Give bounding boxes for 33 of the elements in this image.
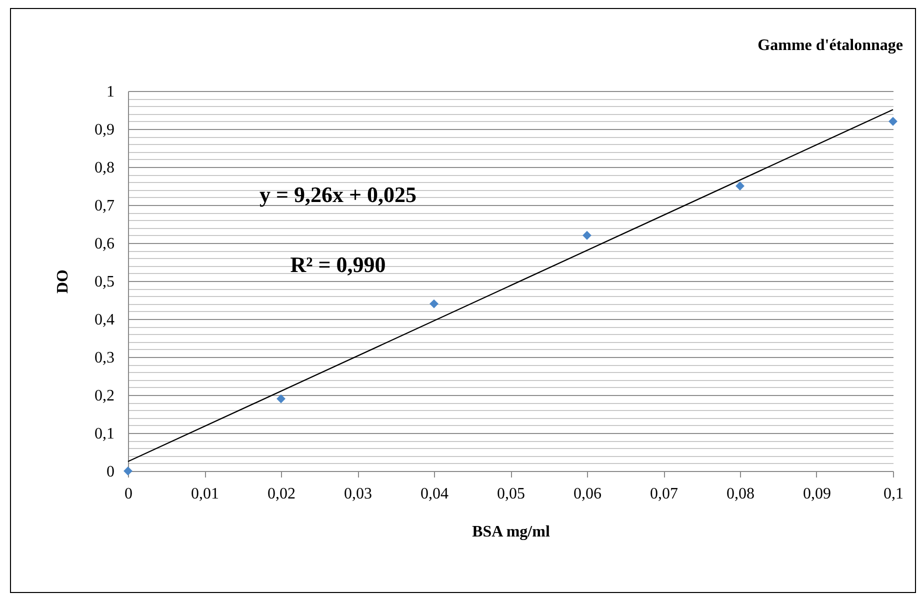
x-tick-label: 0,07 xyxy=(650,486,678,502)
y-tick-label: 0,4 xyxy=(94,312,114,328)
y-tick-label: 1 xyxy=(106,84,114,100)
x-axis-title: BSA mg/ml xyxy=(472,524,550,540)
x-tick-label: 0,02 xyxy=(268,486,296,502)
point xyxy=(124,466,132,476)
x-tick-label: 0,06 xyxy=(574,486,602,502)
y-tick-label: 0,9 xyxy=(94,122,114,138)
point xyxy=(888,116,898,126)
x-tick-label: 0 xyxy=(124,486,132,502)
y-tick-label: 0,7 xyxy=(94,198,114,214)
x-tick-label: 0,1 xyxy=(884,486,904,502)
x-tick-label: 0,05 xyxy=(497,486,525,502)
y-tick-label: 0,6 xyxy=(94,236,114,252)
chart-title: Gamme d'étalonnage xyxy=(758,37,903,54)
y-axis-title: DO xyxy=(54,270,72,294)
y-tick-label: 0,2 xyxy=(94,388,114,404)
x-tick-label: 0,01 xyxy=(191,486,219,502)
x-tick-label: 0,03 xyxy=(344,486,372,502)
point xyxy=(736,182,744,190)
point xyxy=(430,299,438,308)
point xyxy=(582,230,592,240)
annotation: y = 9,26x + 0,025 xyxy=(259,182,417,207)
x-tick-label: 0,09 xyxy=(803,486,831,502)
x-tick-label: 0,08 xyxy=(726,486,754,502)
y-tick-label: 0,8 xyxy=(94,160,114,176)
y-tick-label: 0 xyxy=(106,464,114,480)
y-tick-label: 0,3 xyxy=(94,350,114,366)
x-tick-label: 0,04 xyxy=(420,486,448,502)
y-tick-label: 0,1 xyxy=(94,426,114,442)
point xyxy=(276,394,286,404)
y-tick-label: 0,5 xyxy=(94,274,114,290)
annotation: R² = 0,990 xyxy=(290,252,386,277)
